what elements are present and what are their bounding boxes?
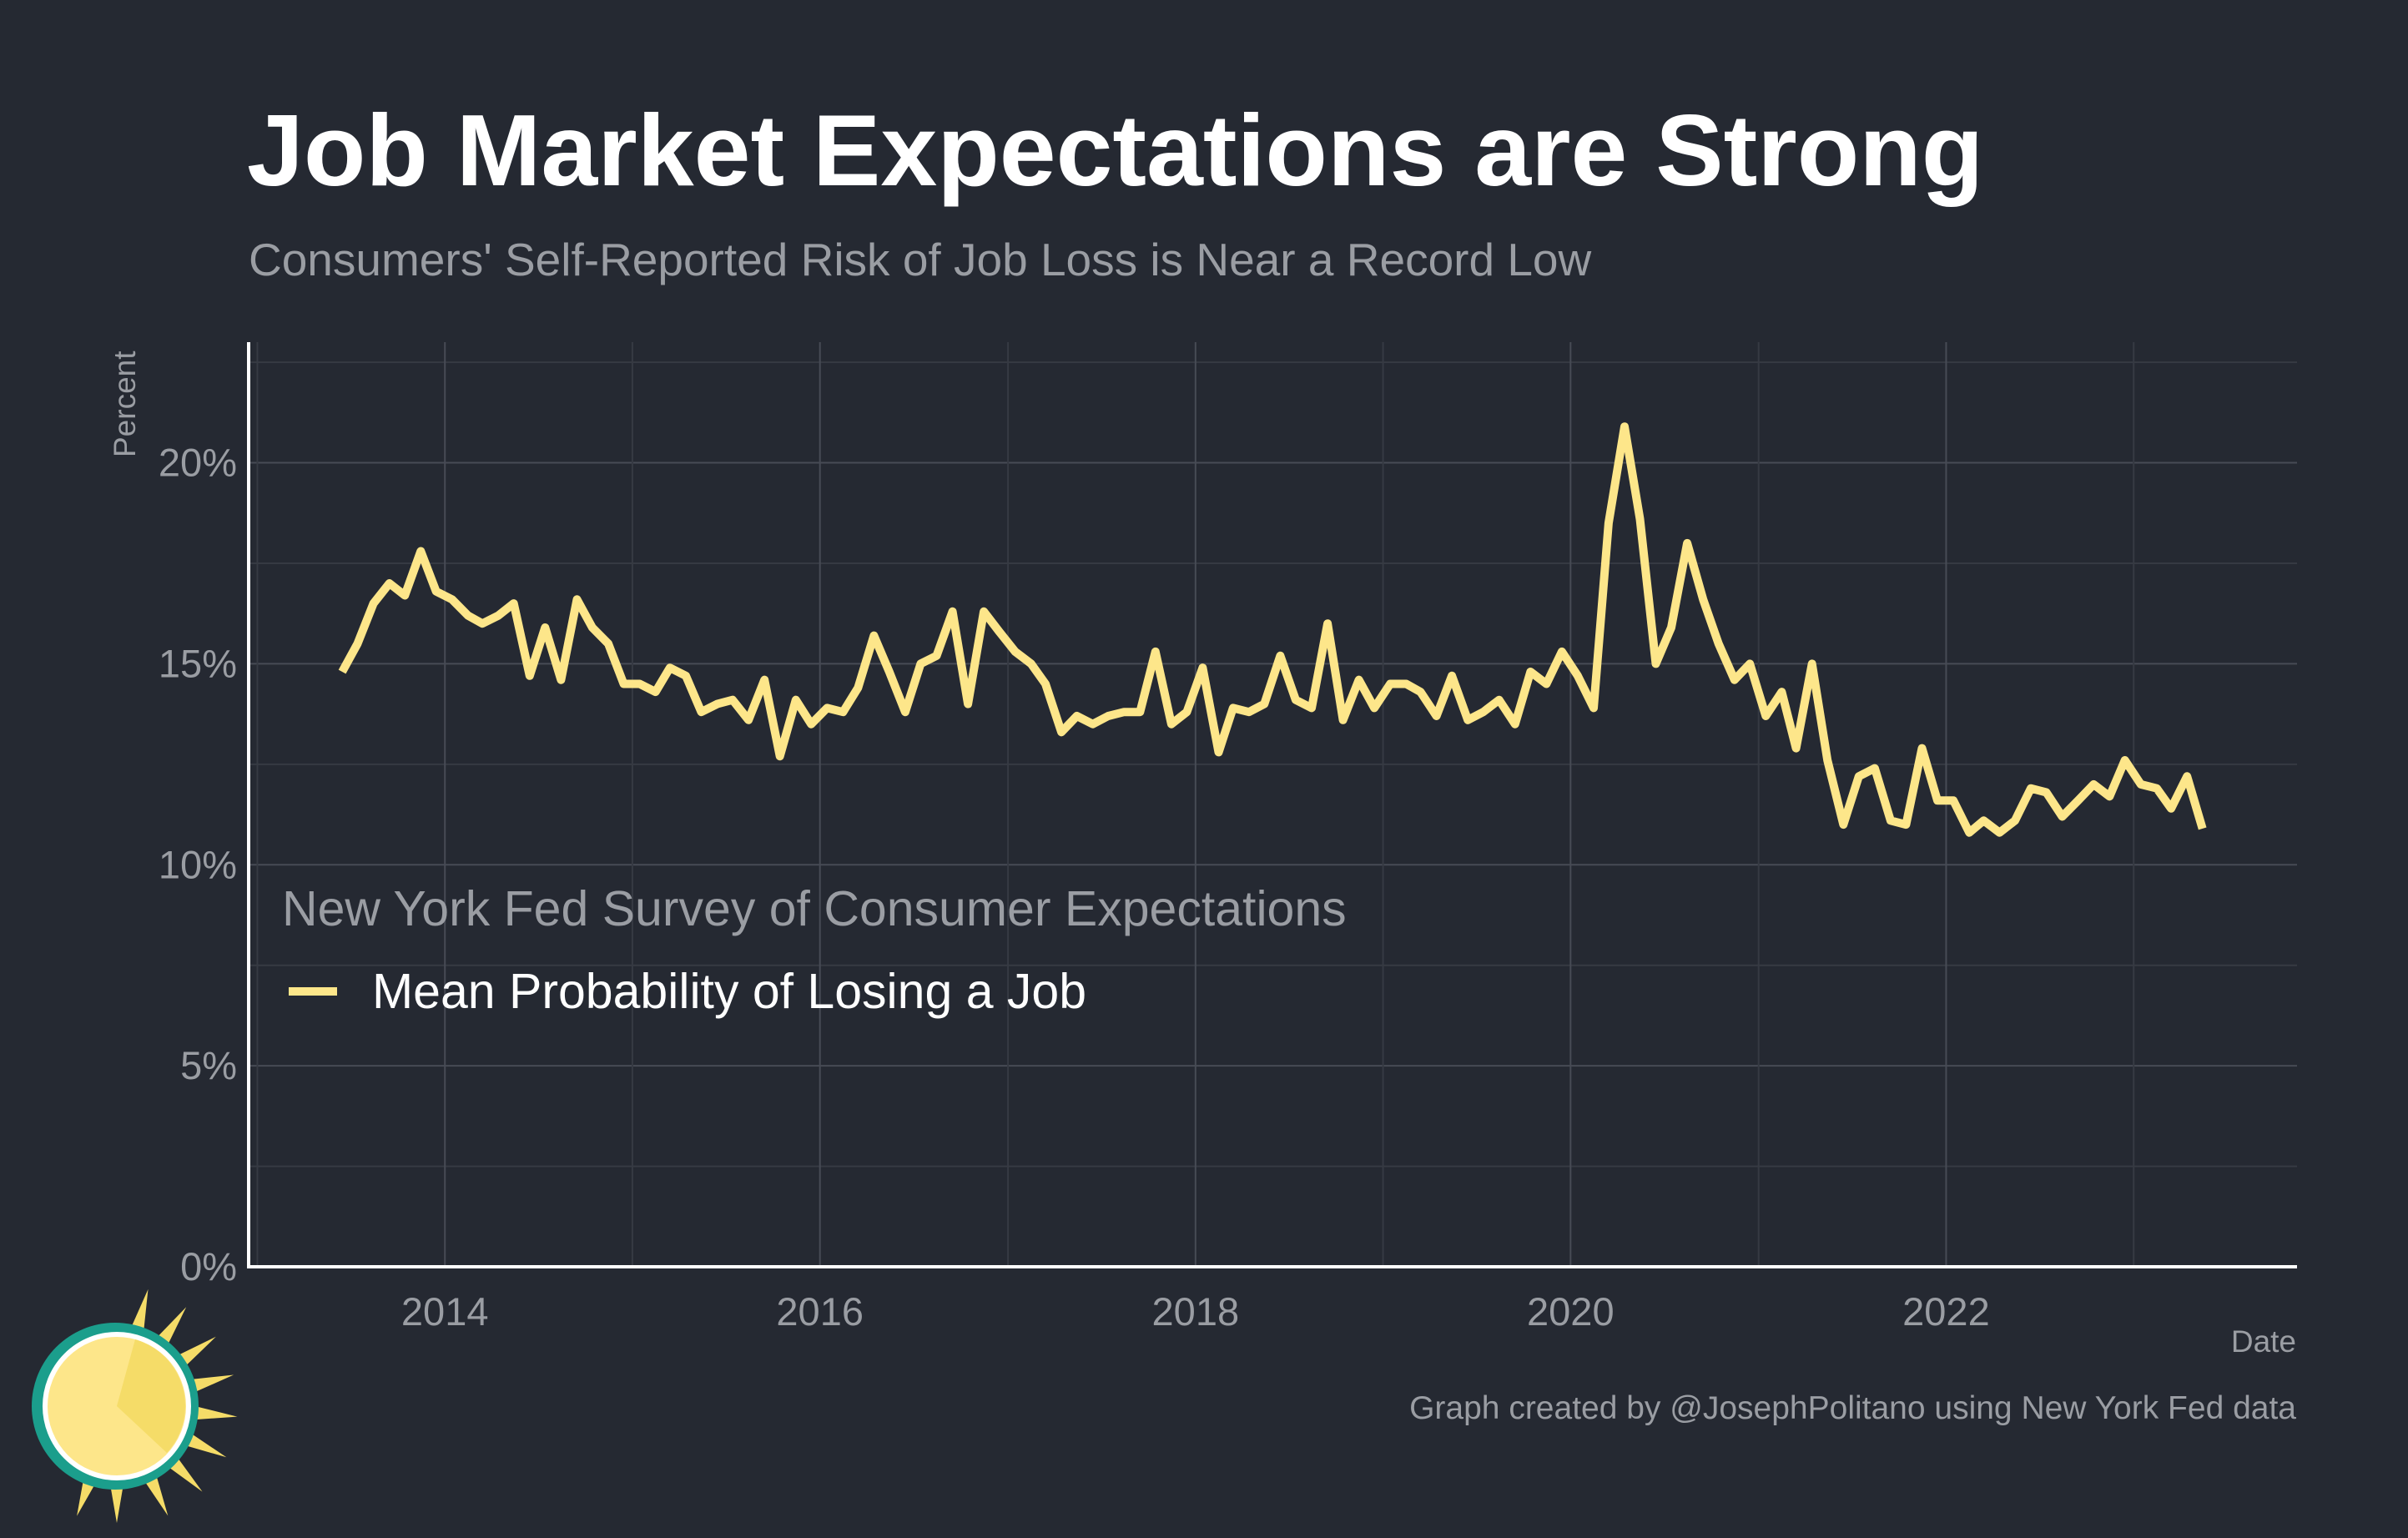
x-axis-title: Date	[2231, 1324, 2296, 1359]
y-tick-label: 10%	[159, 842, 237, 886]
y-tick-label: 15%	[159, 641, 237, 685]
x-tick-label: 2016	[776, 1289, 864, 1334]
legend-label: Mean Probability of Losing a Job	[372, 964, 1086, 1019]
sun-logo-icon	[32, 1288, 238, 1523]
x-tick-label: 2014	[401, 1289, 489, 1334]
grid	[249, 342, 2297, 1268]
series-line-0	[338, 422, 2207, 837]
x-tick-labels: 2014 2016 2018 2020 2022	[401, 1289, 1990, 1334]
y-tick-labels: 0% 5% 10% 15% 20%	[159, 441, 237, 1288]
series-layer	[338, 422, 2207, 837]
y-tick-label: 20%	[159, 441, 237, 485]
y-tick-label: 0%	[180, 1244, 237, 1288]
legend-title: New York Fed Survey of Consumer Expectat…	[282, 881, 1347, 936]
x-tick-label: 2020	[1527, 1289, 1615, 1334]
caption: Graph created by @JosephPolitano using N…	[1409, 1390, 2296, 1426]
sun-shade	[117, 1339, 185, 1453]
chart-subtitle: Consumers' Self-Reported Risk of Job Los…	[249, 234, 1592, 285]
x-tick-label: 2022	[1902, 1289, 1990, 1334]
y-tick-label: 5%	[180, 1043, 237, 1087]
x-tick-label: 2018	[1152, 1289, 1240, 1334]
chart-title: Job Market Expectations are Strong	[247, 93, 1983, 207]
legend: New York Fed Survey of Consumer Expectat…	[282, 881, 1347, 1019]
y-axis-title: Percent	[108, 350, 142, 457]
